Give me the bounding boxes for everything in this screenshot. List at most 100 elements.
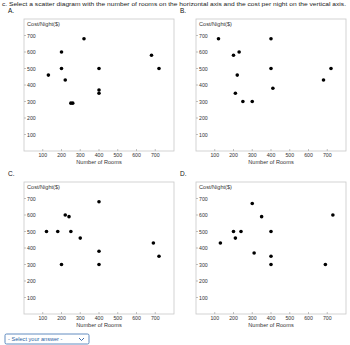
x-tick (136, 149, 137, 151)
x-tick-label: 300 (248, 152, 257, 158)
y-tick-label: 200 (27, 278, 36, 284)
x-tick-label: 100 (38, 315, 47, 321)
x-tick-label: 300 (248, 315, 257, 321)
y-tick (196, 35, 198, 36)
x-tick-label: 600 (304, 315, 313, 321)
y-tick-label: 200 (27, 115, 36, 121)
y-tick-label: 600 (199, 49, 208, 55)
x-tick (271, 312, 272, 314)
point (78, 236, 82, 240)
x-tick-label: 200 (57, 315, 66, 321)
x-tick-label: 600 (132, 152, 141, 158)
x-tick-label: 700 (323, 315, 332, 321)
x-tick (117, 149, 118, 151)
point (322, 78, 326, 82)
y-tick-label: 500 (199, 66, 208, 72)
x-tick (308, 149, 309, 151)
point (97, 200, 101, 204)
x-tick-label: 500 (285, 152, 294, 158)
point (329, 67, 333, 71)
point (97, 250, 101, 254)
y-tick (24, 101, 26, 102)
point (252, 251, 256, 255)
point (97, 91, 101, 95)
point (56, 230, 60, 234)
point (260, 215, 264, 219)
y-tick (24, 215, 26, 216)
scatter-panel: D.10020030040050060070010020030040050060… (180, 170, 346, 328)
point (232, 230, 236, 234)
x-tick (99, 149, 100, 151)
plot-frame (196, 182, 346, 314)
dropdown-arrow[interactable] (79, 338, 84, 341)
y-tick-label: 300 (199, 262, 208, 268)
answer-dropdown[interactable]: - Select your answer - (5, 334, 89, 344)
y-tick-label: 100 (27, 132, 36, 138)
y-tick-label: 300 (27, 99, 36, 105)
y-tick-label: 600 (27, 49, 36, 55)
x-tick-label: 100 (38, 152, 47, 158)
points (217, 37, 333, 103)
y-tick-label: 100 (199, 295, 208, 301)
y-tick (24, 198, 26, 199)
x-tick (289, 312, 290, 314)
x-axis-label: Number of Rooms (76, 322, 122, 328)
y-tick-label: 100 (27, 295, 36, 301)
y-tick (196, 248, 198, 249)
x-tick (252, 312, 253, 314)
dropdown-box[interactable] (5, 334, 89, 344)
point (157, 254, 161, 258)
y-axis-label: Cost/Night($) (27, 184, 60, 190)
point (324, 263, 328, 267)
y-tick (24, 52, 26, 53)
point (82, 37, 86, 41)
point (239, 230, 243, 234)
x-tick (61, 312, 62, 314)
y-axis-label: Cost/Night($) (27, 21, 60, 27)
x-axis-label: Number of Rooms (76, 159, 122, 165)
x-tick-label: 700 (323, 152, 332, 158)
y-tick-label: 200 (199, 278, 208, 284)
point (47, 73, 51, 77)
x-tick-label: 500 (113, 152, 122, 158)
point (150, 54, 154, 58)
point (331, 213, 335, 217)
point (269, 230, 273, 234)
point (97, 67, 101, 71)
points (47, 37, 161, 105)
x-tick (252, 149, 253, 151)
panel-letter: C. (8, 170, 15, 177)
point (219, 241, 223, 245)
y-tick (196, 281, 198, 282)
point (217, 37, 221, 41)
panel-letter: B. (180, 7, 186, 14)
y-tick (196, 68, 198, 69)
point (234, 236, 238, 240)
point (152, 241, 156, 245)
x-tick-label: 200 (229, 315, 238, 321)
y-tick-label: 600 (27, 212, 36, 218)
y-tick (24, 85, 26, 86)
y-tick (196, 85, 198, 86)
point (71, 101, 75, 105)
y-axis-label: Cost/Night($) (199, 21, 232, 27)
x-axis-label: Number of Rooms (248, 159, 294, 165)
point (60, 263, 64, 267)
y-tick-label: 500 (27, 229, 36, 235)
y-axis-label: Cost/Night($) (199, 184, 232, 190)
dropdown-text: - Select your answer - (8, 336, 63, 342)
x-tick-label: 300 (76, 315, 85, 321)
x-tick (327, 312, 328, 314)
y-tick (196, 264, 198, 265)
point (45, 230, 49, 234)
y-tick (196, 101, 198, 102)
y-tick-label: 200 (199, 115, 208, 121)
y-tick-label: 700 (199, 33, 208, 39)
x-tick-label: 400 (267, 152, 276, 158)
x-tick (327, 149, 328, 151)
y-tick (24, 297, 26, 298)
point (250, 100, 254, 104)
x-tick-label: 200 (229, 152, 238, 158)
y-tick (196, 134, 198, 135)
plot-frame (24, 182, 174, 314)
